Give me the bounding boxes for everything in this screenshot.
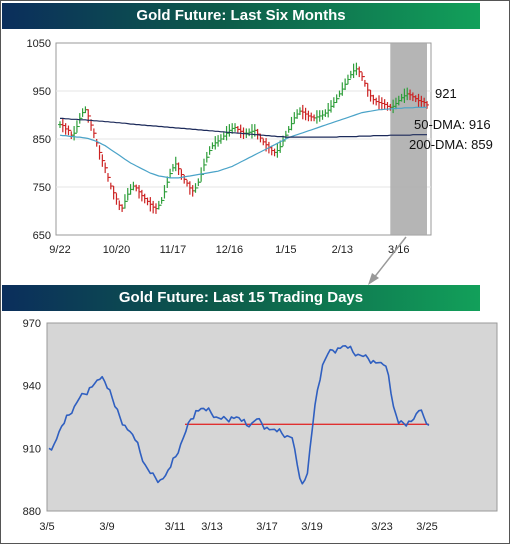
arrow-shaft — [372, 236, 407, 280]
annotation-label: 200-DMA: 859 — [409, 137, 493, 152]
top-x-tick-label: 12/16 — [216, 244, 244, 256]
annotation-label: 50-DMA: 916 — [414, 117, 491, 132]
top-chart-title: Gold Future: Last Six Months — [2, 3, 480, 29]
bottom-x-tick-label: 3/19 — [301, 521, 322, 533]
bottom-x-tick-label: 3/25 — [416, 521, 437, 533]
bottom-x-tick-label: 3/9 — [99, 521, 114, 533]
fifteen-day-chart: 880 910 940 970 3/5 3/9 3/11 3/13 3/17 3/19 3/23 3… — [23, 318, 498, 533]
bottom-y-tick-label: 940 — [23, 381, 41, 393]
top-y-tick-label: 650 — [33, 230, 51, 242]
top-x-tick-label: 2/13 — [332, 244, 353, 256]
bottom-chart-title: Gold Future: Last 15 Trading Days — [2, 285, 480, 311]
top-y-tick-label: 950 — [33, 86, 51, 98]
two-hundred-dma-line — [60, 117, 427, 138]
bottom-y-tick-label: 970 — [23, 318, 41, 330]
bottom-y-tick-label: 910 — [23, 443, 41, 455]
highlight-arrow — [368, 236, 407, 285]
bottom-x-tick-label: 3/17 — [256, 521, 277, 533]
top-y-tick-label: 850 — [33, 134, 51, 146]
top-y-tick-label: 750 — [33, 182, 51, 194]
fifty-dma-line — [59, 106, 427, 179]
bottom-plot-area — [46, 322, 498, 512]
annotation-label: 921 — [435, 86, 457, 101]
bottom-x-tick-label: 3/11 — [165, 521, 186, 533]
bottom-y-tick-label: 880 — [23, 506, 41, 518]
bottom-x-tick-label: 3/23 — [371, 521, 392, 533]
top-y-tick-label: 1050 — [27, 38, 51, 50]
highlight-region — [390, 43, 427, 235]
top-x-tick-label: 10/20 — [103, 244, 131, 256]
bottom-x-tick-label: 3/13 — [201, 521, 222, 533]
price-line — [48, 345, 430, 485]
top-x-tick-label: 11/17 — [160, 244, 187, 256]
top-x-tick-label: 9/22 — [49, 244, 70, 256]
arrow-head-icon — [368, 273, 379, 285]
bottom-x-tick-label: 3/5 — [39, 521, 54, 533]
top-x-tick-label: 1/15 — [275, 244, 296, 256]
six-month-chart: 650 750 850 950 1050 9/22 10/20 11/17 12/16 1/15… — [27, 38, 493, 256]
